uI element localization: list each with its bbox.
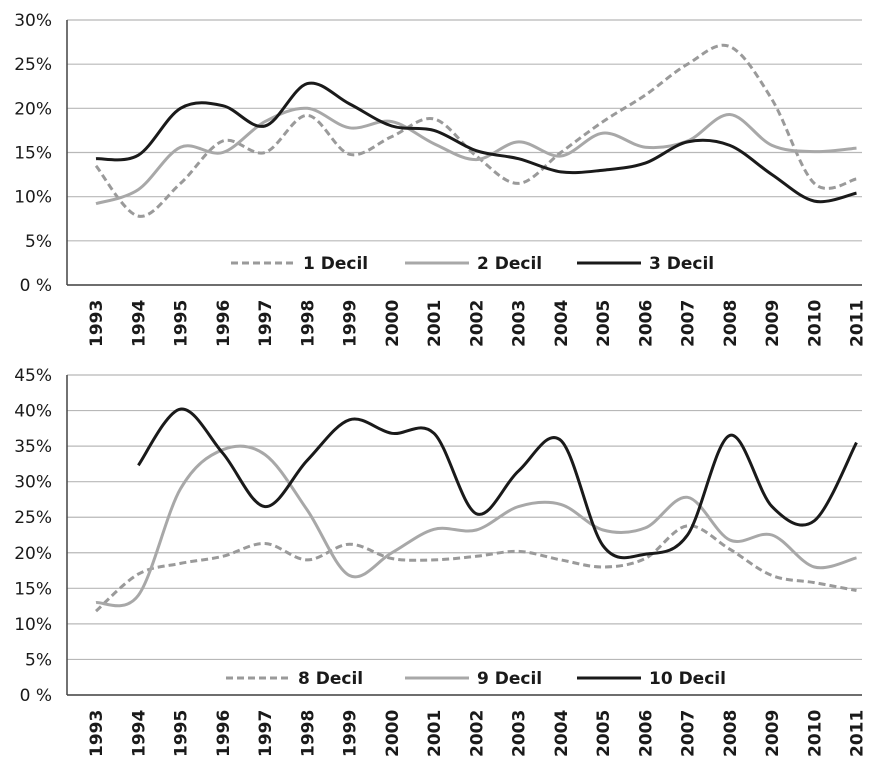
y-tick-label: 0 %	[20, 686, 52, 706]
x-tick-label: 1999	[341, 710, 361, 757]
y-tick-label: 5%	[25, 650, 52, 670]
legend-label: 8 Decil	[298, 669, 363, 689]
x-tick-label: 2008	[721, 710, 741, 757]
y-tick-label: 15%	[14, 144, 52, 164]
series-line-9-decil	[95, 444, 857, 608]
x-tick-label: 1994	[129, 300, 149, 347]
y-tick-label: 10%	[14, 615, 52, 635]
x-tick-label: 2004	[552, 710, 572, 757]
x-tick-label: 1996	[214, 300, 234, 347]
chart-panel-top: 0 % 5% 10% 15% 20% 25% 30% 1993 1994 1995 1996 1997…	[14, 11, 867, 347]
x-tick-label: 1993	[87, 300, 107, 347]
y-tick-label: 40%	[14, 402, 52, 422]
chart-panel-bottom: 0 % 5% 10% 15% 20% 25% 30% 35% 40% 45% 1993 1994 199…	[14, 366, 867, 757]
x-tick-label: 2000	[383, 300, 403, 347]
y-tick-label: 5%	[25, 232, 52, 252]
x-tick-label: 1996	[214, 710, 234, 757]
legend-label: 9 Decil	[477, 669, 542, 689]
series-line-2-decil	[95, 106, 857, 206]
y-tick-label: 45%	[14, 366, 52, 386]
x-tick-label: 2007	[679, 300, 699, 347]
y-tick-label: 20%	[14, 544, 52, 564]
x-tick-label: 1999	[341, 300, 361, 347]
x-tick-label: 2001	[425, 710, 445, 757]
legend-label: 10 Decil	[649, 669, 726, 689]
series-line-3-decil	[95, 81, 857, 204]
x-tick-label: 2010	[805, 300, 825, 347]
x-tick-label: 2005	[594, 710, 614, 757]
x-tick-label: 2011	[848, 710, 868, 757]
legend-label: 2 Decil	[477, 254, 542, 274]
x-tick-label: 1997	[256, 300, 276, 347]
x-tick-label: 2005	[594, 300, 614, 347]
x-tick-label: 2009	[763, 300, 783, 347]
y-tick-label: 0 %	[20, 276, 52, 296]
y-tick-label: 30%	[14, 473, 52, 493]
legend-label: 3 Decil	[649, 254, 714, 274]
x-tick-label: 2002	[467, 710, 487, 757]
legend-label: 1 Decil	[303, 254, 368, 274]
series-line-8-decil	[94, 524, 857, 613]
x-tick-label: 2004	[552, 300, 572, 347]
x-tick-label: 2007	[679, 710, 699, 757]
x-tick-label: 2010	[805, 710, 825, 757]
x-tick-label: 2009	[763, 710, 783, 757]
x-tick-label: 2001	[425, 300, 445, 347]
x-tick-label: 2006	[636, 300, 656, 347]
x-tick-label: 2008	[721, 300, 741, 347]
x-tick-label: 2000	[383, 710, 403, 757]
x-tick-label: 2003	[510, 710, 530, 757]
x-tick-label: 2003	[510, 300, 530, 347]
y-tick-label: 35%	[14, 437, 52, 457]
x-tick-label: 1993	[87, 710, 107, 757]
y-tick-label: 15%	[14, 579, 52, 599]
x-tick-label: 2006	[636, 710, 656, 757]
x-tick-label: 2002	[467, 300, 487, 347]
y-tick-label: 20%	[14, 99, 52, 119]
y-tick-label: 30%	[14, 11, 52, 31]
x-tick-label: 1995	[172, 710, 192, 757]
y-tick-label: 25%	[14, 55, 52, 75]
x-tick-label: 1994	[129, 710, 149, 757]
y-tick-label: 25%	[14, 508, 52, 528]
series-line-1-decil	[94, 43, 857, 218]
x-tick-label: 2011	[848, 300, 868, 347]
x-tick-label: 1998	[298, 300, 318, 347]
x-tick-label: 1997	[256, 710, 276, 757]
x-tick-label: 1995	[172, 300, 192, 347]
y-tick-label: 10%	[14, 188, 52, 208]
series-line-10-decil	[137, 407, 858, 560]
x-tick-label: 1998	[298, 710, 318, 757]
